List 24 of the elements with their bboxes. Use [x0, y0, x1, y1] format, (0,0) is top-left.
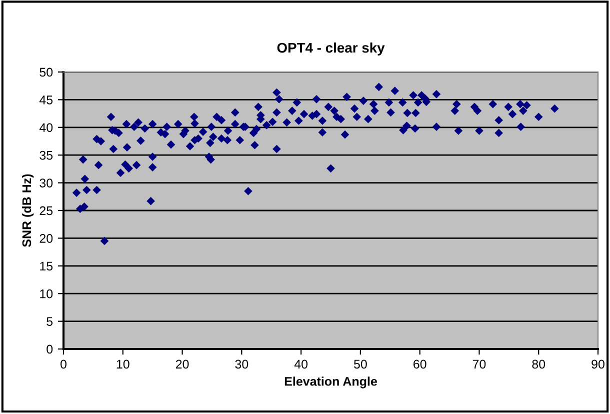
y-tick-label: 5 [46, 317, 53, 326]
x-tick-label: 30 [235, 360, 248, 369]
y-tick-label: 0 [46, 344, 53, 354]
y-tick-label: 30 [40, 178, 53, 188]
x-tick-label: 10 [116, 360, 130, 369]
y-tick-label: 10 [40, 289, 53, 298]
y-tick-label: 50 [40, 68, 53, 77]
y-tick-label: 20 [40, 234, 53, 243]
y-tick-label: 45 [39, 96, 53, 104]
x-axis-title: Elevation Angle [284, 376, 377, 388]
y-axis-title: SNR (dB Hz) [22, 174, 34, 247]
x-tick-label: 40 [294, 360, 308, 369]
y-tick-label: 40 [39, 123, 53, 132]
chart-title: OPT4 - clear sky [277, 42, 385, 56]
x-tick-label: 60 [414, 360, 426, 369]
x-tick-label: 90 [592, 360, 604, 369]
x-tick-label: 0 [60, 360, 66, 369]
y-tick-label: 25 [40, 206, 53, 216]
x-tick-label: 20 [176, 360, 189, 369]
y-tick-label: 15 [40, 262, 53, 271]
x-tick-label: 80 [532, 360, 546, 369]
y-tick-label: 35 [40, 150, 53, 160]
x-tick-label: 50 [354, 360, 367, 369]
x-tick-label: 70 [472, 360, 486, 369]
